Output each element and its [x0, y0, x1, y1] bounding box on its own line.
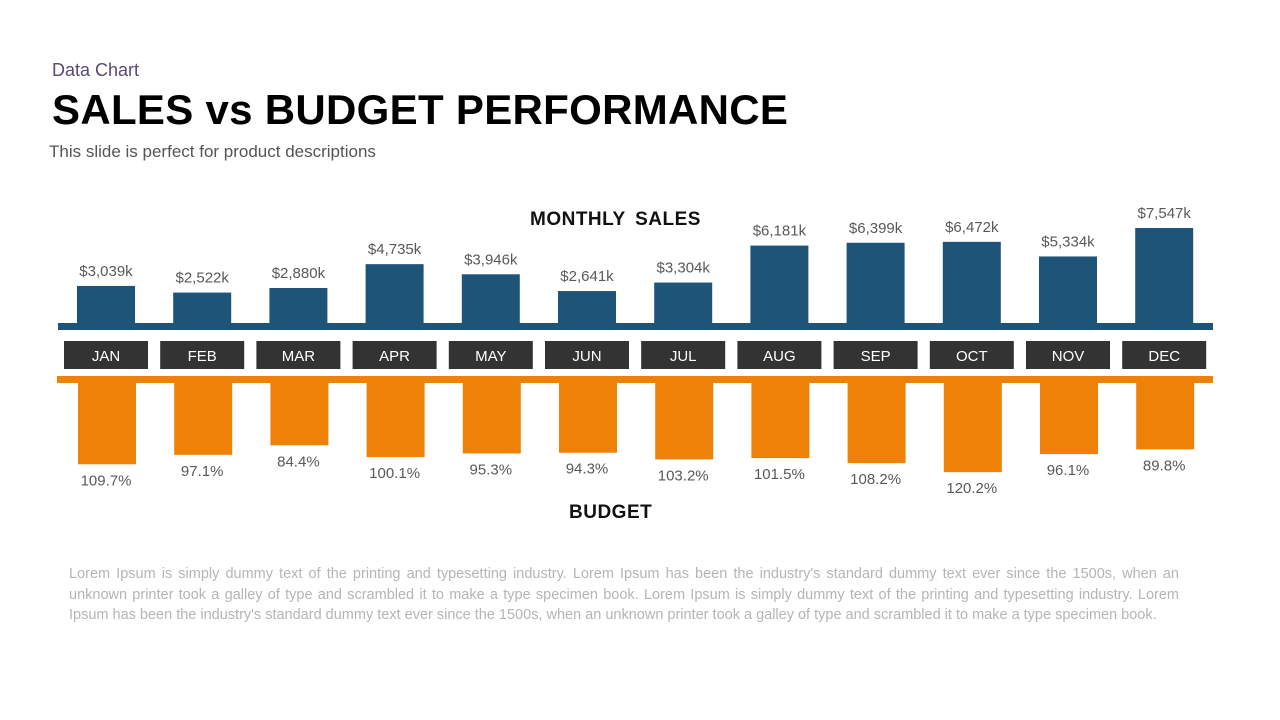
month-label-box	[352, 341, 437, 369]
sales-bar	[846, 242, 905, 325]
budget-value-label: 89.8%	[1143, 457, 1186, 474]
month-label: AUG	[763, 348, 796, 365]
month-label: SEP	[861, 348, 891, 365]
budget-value-label: 108.2%	[850, 471, 901, 488]
description-paragraph: Lorem Ipsum is simply dummy text of the …	[69, 566, 1179, 623]
budget-value-label: 97.1%	[181, 463, 224, 480]
month-label: MAY	[475, 348, 506, 365]
page-title: SALES vs BUDGET PERFORMANCE	[52, 86, 789, 133]
month-label-box	[64, 341, 148, 369]
month-label: DEC	[1148, 348, 1180, 365]
month-label: JAN	[92, 348, 120, 365]
month-label: JUL	[670, 348, 697, 365]
month-label-box	[160, 341, 245, 369]
sales-series-title: MONTHLY SALES	[530, 209, 701, 230]
budget-bar	[559, 382, 617, 453]
sales-axis-line	[58, 323, 1213, 330]
sales-value-label: $6,399k	[849, 220, 903, 237]
sales-value-label: $7,547k	[1138, 205, 1192, 222]
sales-bar	[269, 287, 328, 325]
budget-value-label: 84.4%	[277, 453, 320, 470]
budget-bar	[943, 382, 1002, 473]
budget-bar	[1040, 382, 1098, 455]
budget-value-label: 95.3%	[470, 461, 513, 478]
sales-bar	[365, 264, 424, 325]
sales-value-label: $2,880k	[272, 265, 326, 282]
budget-value-label: 100.1%	[369, 465, 420, 482]
sales-bar	[750, 245, 809, 325]
budget-bar	[78, 382, 136, 465]
month-label: JUN	[572, 348, 601, 365]
month-label-box	[929, 341, 1014, 369]
month-label-box	[833, 341, 918, 369]
budget-series-title: BUDGET	[569, 502, 653, 523]
sales-bar	[461, 274, 520, 325]
month-label-box	[448, 341, 533, 369]
month-label-box	[545, 341, 629, 369]
sales-value-label: $5,334k	[1041, 233, 1095, 250]
month-label: APR	[379, 348, 410, 365]
sales-value-label: $4,735k	[368, 241, 422, 258]
sales-bar	[558, 291, 616, 325]
sales-value-label: $2,522k	[176, 270, 230, 287]
month-label-box	[256, 341, 341, 369]
budget-bar	[655, 382, 714, 460]
sales-value-label: $6,472k	[945, 219, 999, 236]
sales-bar	[173, 292, 232, 325]
sales-bar	[654, 282, 713, 325]
month-label: FEB	[188, 348, 217, 365]
sales-bar	[77, 285, 135, 325]
budget-bar	[751, 382, 810, 459]
month-label-box	[641, 341, 726, 369]
page-subtitle: This slide is perfect for product descri…	[49, 142, 376, 161]
month-label: MAR	[282, 348, 316, 365]
budget-bar	[366, 382, 425, 458]
month-label: OCT	[956, 348, 988, 365]
month-label-box	[737, 341, 822, 369]
budget-bar	[1136, 382, 1195, 450]
sales-bar	[942, 241, 1001, 325]
budget-value-label: 103.2%	[658, 467, 709, 484]
sales-bar	[1135, 228, 1194, 325]
month-label: NOV	[1052, 348, 1085, 365]
sales-bar	[1039, 256, 1097, 325]
sales-value-label: $3,946k	[464, 251, 518, 268]
sales-value-label: $2,641k	[560, 268, 614, 285]
budget-bar	[174, 382, 233, 455]
sales-value-label: $3,039k	[79, 263, 133, 280]
sales-value-label: $3,304k	[657, 260, 711, 277]
budget-bar	[270, 382, 329, 446]
budget-value-label: 120.2%	[946, 480, 997, 497]
budget-value-label: 101.5%	[754, 466, 805, 483]
budget-value-label: 109.7%	[81, 472, 132, 489]
budget-bar	[462, 382, 521, 454]
budget-value-label: 94.3%	[566, 461, 609, 478]
budget-value-label: 96.1%	[1047, 462, 1090, 479]
month-label-box	[1122, 341, 1207, 369]
sales-value-label: $6,181k	[753, 223, 807, 240]
budget-bar	[847, 382, 906, 464]
budget-axis-line	[57, 376, 1213, 383]
kicker-label: Data Chart	[52, 60, 140, 80]
month-label-box	[1026, 341, 1110, 369]
